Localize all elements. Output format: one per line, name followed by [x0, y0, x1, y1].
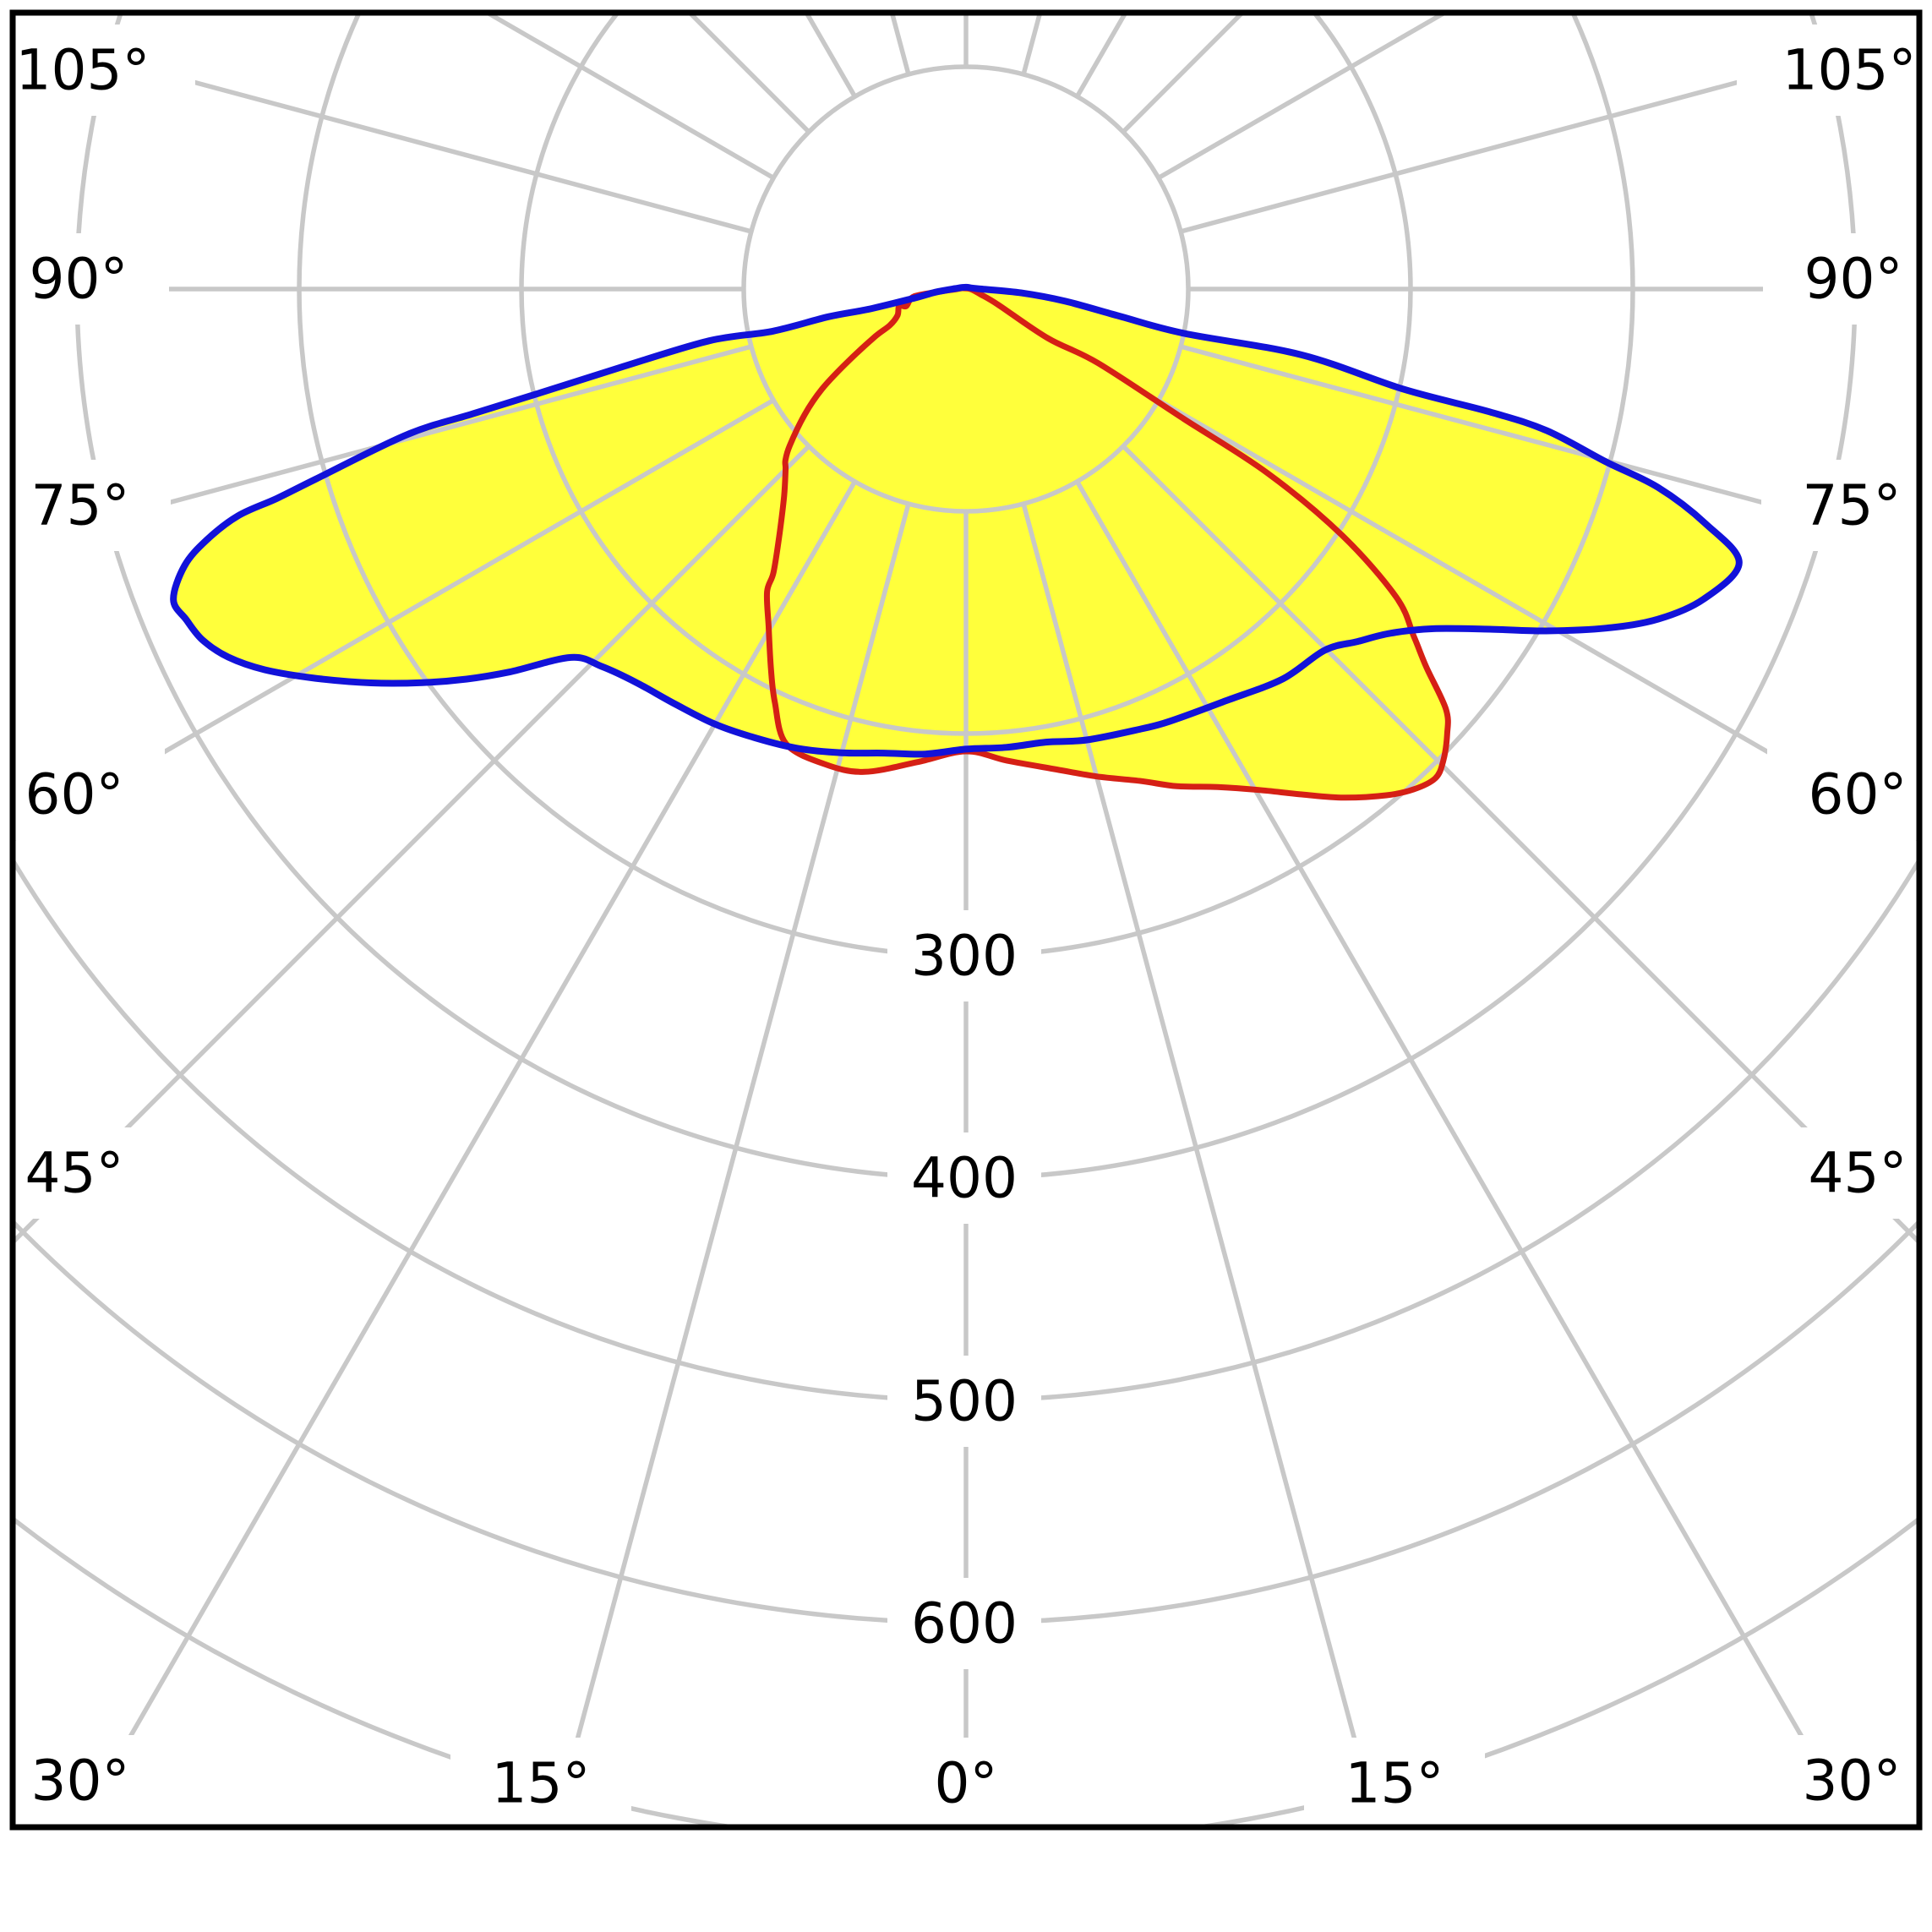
angle-label-1-90deg: 90° — [30, 247, 128, 312]
angle-label-11-60deg: 60° — [1809, 762, 1907, 827]
angle-label-mask-2 — [15, 460, 171, 551]
ray-285deg — [15, 344, 752, 547]
ray-240deg — [487, 15, 775, 180]
fill-region-0 — [173, 287, 1739, 755]
ring-label-mask-1 — [887, 1132, 1041, 1224]
curve-blue — [170, 283, 1743, 758]
ring-value-label-300: 300 — [911, 924, 1018, 989]
ring-value-label-500: 500 — [911, 1369, 1018, 1434]
ring-label-mask-0 — [887, 910, 1041, 1001]
angle-label-mask-7 — [898, 1738, 1034, 1825]
angle-label-5-30deg: 30° — [31, 1749, 130, 1814]
angle-label-4-45deg: 45° — [25, 1141, 124, 1206]
angle-label-mask-9 — [1761, 1735, 1917, 1825]
ray-345deg — [552, 503, 911, 1825]
angle-label-12-75deg: 75° — [1803, 473, 1902, 538]
angle-label-14-105deg: 105° — [1782, 38, 1917, 103]
label-mask-layer — [15, 25, 1917, 1825]
angle-label-6-15deg: 15° — [492, 1751, 591, 1816]
angle-label-8-15deg: 15° — [1345, 1751, 1444, 1816]
angle-label-mask-11 — [1767, 749, 1917, 840]
angle-label-3-60deg: 60° — [25, 762, 124, 827]
angle-label-9-30deg: 30° — [1803, 1749, 1902, 1814]
angle-label-13-90deg: 90° — [1804, 247, 1903, 312]
ring-label-mask-3 — [887, 1578, 1041, 1669]
ray-15deg — [1021, 503, 1380, 1825]
ray-255deg — [15, 31, 752, 234]
ring-label-mask-2 — [887, 1356, 1041, 1447]
angle-label-0-105deg: 105° — [16, 38, 150, 103]
angle-label-mask-4 — [15, 1127, 165, 1219]
ring-value-label-400: 400 — [911, 1146, 1018, 1211]
plot-border — [9, 9, 1923, 1831]
curve-layer — [170, 283, 1743, 801]
angle-label-mask-13 — [1763, 233, 1917, 325]
angle-label-mask-1 — [15, 233, 169, 325]
angle-label-2-75deg: 75° — [31, 473, 130, 538]
ray-120deg — [1157, 15, 1445, 180]
angle-labels: 105° 90° 75° 60° 45° 30° 15° 0° 15° 30° 45° 60° 75° 9… — [16, 38, 1917, 1816]
intensity-fill-layer — [173, 287, 1739, 798]
angle-label-mask-8 — [1304, 1738, 1485, 1825]
curve-red — [763, 285, 1451, 801]
ring-value-labels: 300 400 500 600 — [911, 924, 1018, 1656]
angle-label-10-45deg: 45° — [1809, 1141, 1907, 1206]
angle-label-7-0deg: 0° — [935, 1751, 998, 1816]
ray-300deg — [15, 398, 775, 841]
ray-75deg — [1180, 344, 1917, 547]
angle-label-mask-14 — [1737, 25, 1917, 116]
angle-label-mask-6 — [450, 1738, 631, 1825]
angle-label-mask-0 — [15, 25, 195, 116]
angle-label-mask-10 — [1767, 1127, 1917, 1219]
ray-45deg — [1122, 445, 1917, 1243]
ring-value-label-600: 600 — [911, 1591, 1018, 1656]
angle-label-mask-12 — [1761, 460, 1917, 551]
angle-label-mask-5 — [15, 1735, 171, 1825]
ray-60deg — [1157, 398, 1917, 841]
angle-label-mask-3 — [15, 749, 165, 840]
ray-105deg — [1180, 31, 1917, 234]
